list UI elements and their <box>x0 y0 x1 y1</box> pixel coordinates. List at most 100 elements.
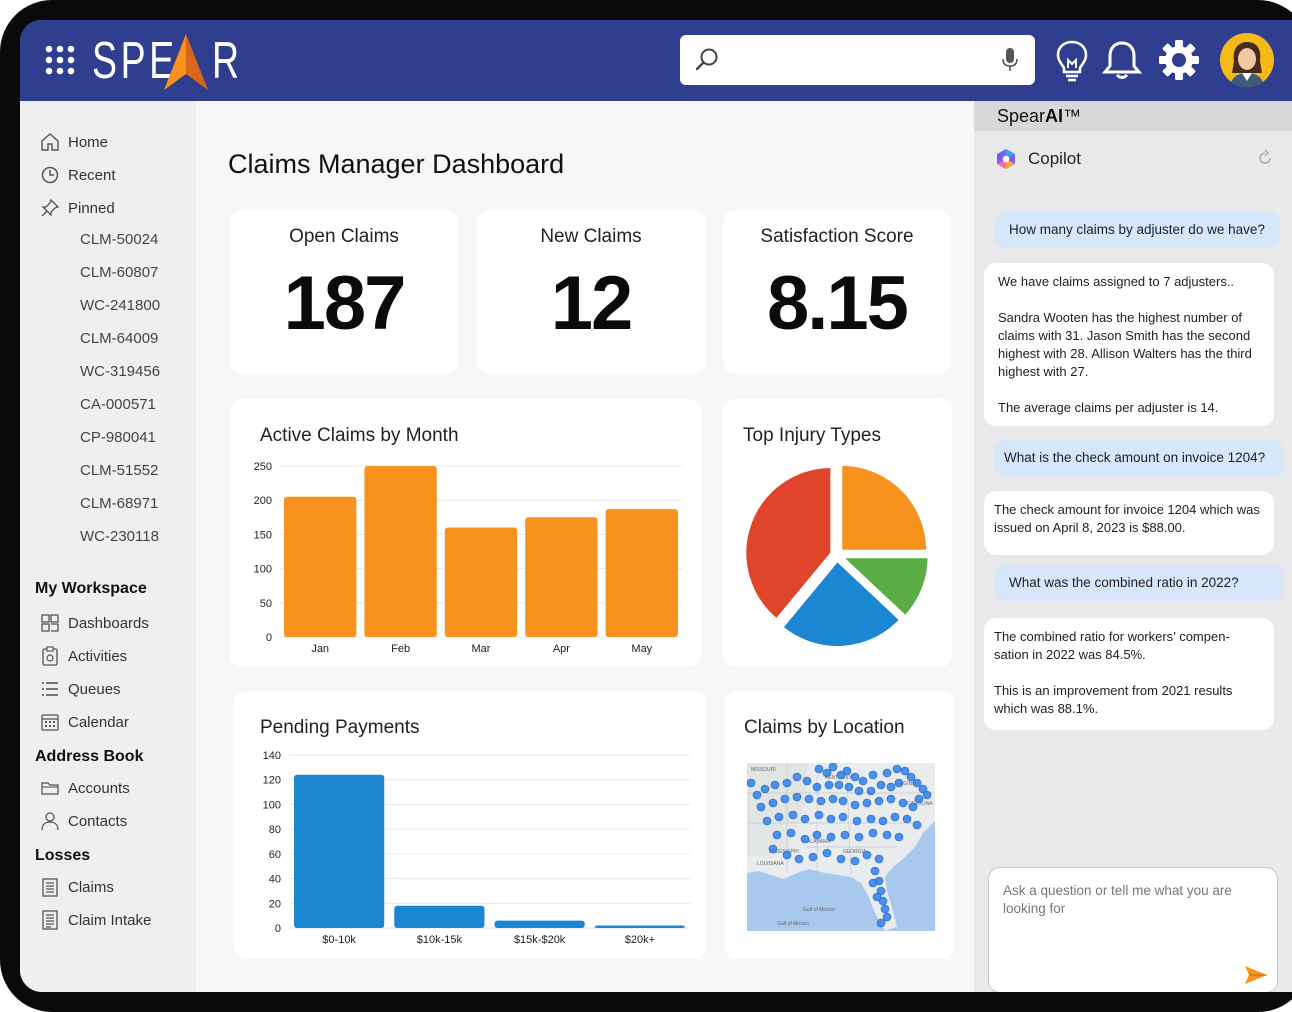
map-marker <box>782 850 792 860</box>
map-marker <box>770 780 780 790</box>
pinned-claim[interactable]: CA-000571 <box>80 396 156 413</box>
sidebar-item-dashboards[interactable]: Dashboards <box>40 611 149 635</box>
kpi-label: Open Claims <box>289 226 399 247</box>
sidebar-item-calendar[interactable]: Calendar <box>40 710 129 734</box>
y-tick-label: 100 <box>263 799 281 811</box>
sidebar-item-label: Dashboards <box>68 614 149 632</box>
ask-input[interactable] <box>1003 882 1263 942</box>
chart-card-active-claims[interactable]: Active Claims by Month 0 50 100 150 200 250 Ja… <box>230 399 701 667</box>
map-marker <box>840 830 850 840</box>
send-icon[interactable] <box>1243 964 1269 986</box>
search-input[interactable] <box>728 45 988 75</box>
map-marker <box>768 844 778 854</box>
y-tick-label: 250 <box>254 461 272 473</box>
chat-paragraph: We have claims assigned to 7 adjusters.. <box>998 274 1235 289</box>
x-tick-label: May <box>631 643 652 655</box>
sidebar-item-activities[interactable]: Activities <box>40 644 127 668</box>
pinned-claim[interactable]: WC-241800 <box>80 297 161 314</box>
chart-card-claims-location[interactable]: Claims by Location MISSOURI KENTUCKY VIR… <box>725 691 954 959</box>
chart-card-pending-payments[interactable]: Pending Payments 0 20 40 60 80 100 120 140 $0-10… <box>234 691 706 959</box>
ask-box[interactable] <box>988 867 1278 992</box>
sidebar-item-claim-intake[interactable]: Claim Intake <box>40 908 151 932</box>
search-icon <box>695 48 718 71</box>
map-marker <box>852 816 862 826</box>
map-marker <box>868 828 878 838</box>
pinned-claim[interactable]: CP-980041 <box>80 429 156 446</box>
map-marker <box>870 866 880 876</box>
x-tick-label: Mar <box>472 643 491 655</box>
sidebar-item-home[interactable]: Home <box>40 130 108 154</box>
lightbulb-icon[interactable] <box>1050 38 1094 82</box>
pie-slice <box>840 463 929 552</box>
pie-slice <box>840 556 930 618</box>
map-marker <box>874 854 884 864</box>
main-content: Claims Manager Dashboard Open Claims 187… <box>196 101 974 992</box>
map-marker <box>834 780 844 790</box>
x-tick-label: Apr <box>553 643 570 655</box>
map-marker <box>868 770 878 780</box>
map-marker <box>800 814 810 824</box>
map-marker <box>882 830 892 840</box>
map-marker <box>800 834 810 844</box>
sidebar-item-label: Claim Intake <box>68 911 152 929</box>
map-marker <box>912 820 922 830</box>
pinned-claim[interactable]: CLM-68971 <box>80 495 159 512</box>
copilot-logo-icon <box>997 149 1015 169</box>
bar <box>294 774 385 928</box>
map-marker <box>862 850 872 860</box>
chart-card-injury-types[interactable]: Top Injury Types <box>723 399 952 667</box>
dashboard-icon <box>41 614 59 632</box>
map-marker <box>828 763 838 772</box>
map-marker <box>838 796 848 806</box>
section-heading-losses: Losses <box>35 847 91 864</box>
sidebar-item-accounts[interactable]: Accounts <box>40 776 130 800</box>
map-marker <box>850 772 860 782</box>
gear-icon[interactable] <box>1157 38 1201 82</box>
map-marker <box>774 812 784 822</box>
map-label: LOUISIANA <box>757 861 784 867</box>
map-label: VIRGINIA <box>895 781 918 787</box>
map-marker <box>918 784 928 794</box>
map-marker <box>842 766 852 776</box>
map-marker <box>900 766 910 776</box>
sidebar-item-contacts[interactable]: Contacts <box>40 809 127 833</box>
kpi-card-open-claims[interactable]: Open Claims 187 <box>230 210 458 374</box>
chart-title: Active Claims by Month <box>260 425 459 446</box>
pinned-claim[interactable]: CLM-50024 <box>80 231 159 248</box>
x-tick-label: Jan <box>311 643 329 655</box>
map-marker <box>792 772 802 782</box>
sidebar-item-queues[interactable]: Queues <box>40 677 121 701</box>
bar <box>605 509 678 637</box>
microphone-icon[interactable] <box>1000 47 1020 73</box>
bell-icon[interactable] <box>1100 38 1144 82</box>
refresh-icon[interactable] <box>1256 149 1274 167</box>
map-marker <box>894 832 904 842</box>
sidebar-item-pinned[interactable]: Pinned <box>40 196 115 220</box>
grid-icon[interactable] <box>44 44 76 76</box>
map-marker <box>868 878 878 888</box>
clock-icon <box>41 166 59 184</box>
kpi-card-satisfaction-score[interactable]: Satisfaction Score 8.15 <box>723 210 951 374</box>
pinned-claim[interactable]: CLM-60807 <box>80 264 159 281</box>
map-marker <box>862 798 872 808</box>
claims-location-map[interactable]: MISSOURI KENTUCKY VIRGINIA CAROLINA ALAB… <box>747 763 935 931</box>
chat-paragraph: The combined ratio for workers’ compen-s… <box>994 629 1230 662</box>
pinned-claim[interactable]: CLM-51552 <box>80 462 159 479</box>
kpi-card-new-claims[interactable]: New Claims 12 <box>477 210 705 374</box>
avatar[interactable] <box>1220 33 1274 87</box>
chat-paragraph: Sandra Wooten has the highest number of … <box>998 310 1252 379</box>
map-marker <box>878 816 888 826</box>
kpi-value: 8.15 <box>767 261 909 346</box>
search-box[interactable] <box>680 35 1035 85</box>
sidebar-item-recent[interactable]: Recent <box>40 163 116 187</box>
sidebar-item-claims[interactable]: Claims <box>40 875 114 899</box>
kpi-label: Satisfaction Score <box>760 226 914 247</box>
chat-message-user: What was the combined ratio in 2022? <box>995 565 1284 601</box>
pinned-claim[interactable]: WC-319456 <box>80 363 161 380</box>
map-marker <box>876 886 886 896</box>
map-marker <box>876 780 886 790</box>
map-marker <box>844 782 854 792</box>
pinned-claim[interactable]: CLM-64009 <box>80 330 159 347</box>
pending-payments-bar-chart: 0 20 40 60 80 100 120 140 $0-10k $10k-15k $15k-$20… <box>263 750 690 946</box>
pinned-claim[interactable]: WC-230118 <box>80 528 159 545</box>
